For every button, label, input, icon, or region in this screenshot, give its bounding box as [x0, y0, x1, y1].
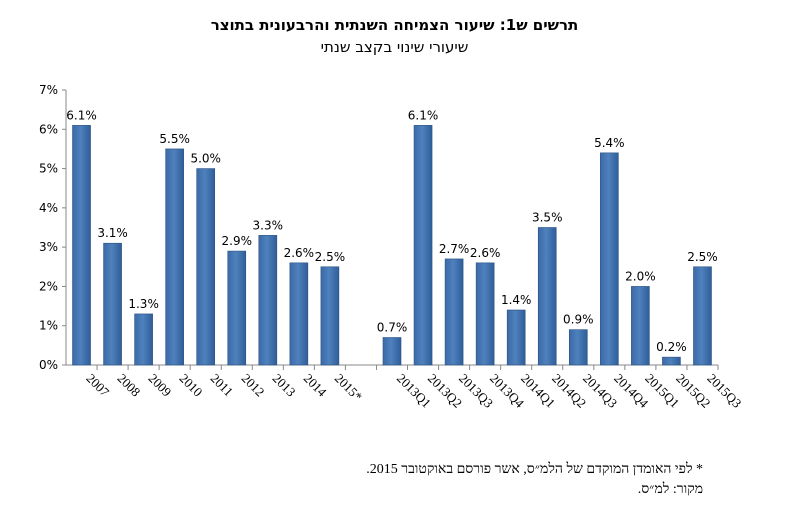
bar: [693, 266, 712, 366]
y-tick-label: 2%: [39, 279, 58, 293]
data-label: 3.5%: [532, 211, 563, 225]
x-tick-label: 2012: [239, 371, 268, 400]
x-tick-label: 2013Q2: [425, 371, 465, 411]
x-tick-label: 2009: [145, 371, 174, 400]
bar: [444, 258, 464, 366]
data-label: 1.4%: [501, 293, 532, 307]
data-label: 6.1%: [408, 108, 439, 122]
source-note: מקור: למ״ס.: [637, 482, 703, 497]
bar: [227, 250, 247, 366]
y-tick-label: 6%: [39, 122, 58, 136]
data-label: 2.5%: [687, 250, 718, 264]
data-label: 2.7%: [439, 242, 470, 256]
x-tick-label: 2014Q1: [518, 371, 558, 411]
bar: [600, 152, 619, 366]
data-label: 2.5%: [315, 250, 346, 264]
x-tick-label: 2014: [301, 371, 330, 400]
x-tick-label: 2008: [114, 371, 143, 400]
data-label: 2.6%: [470, 246, 501, 260]
bar: [258, 235, 278, 366]
data-label: 5.0%: [190, 152, 221, 166]
x-tick-label: 2015*: [332, 371, 366, 405]
data-label: 5.5%: [159, 132, 190, 146]
bar: [196, 168, 216, 366]
y-tick-label: 5%: [39, 162, 58, 176]
y-tick-label: 0%: [39, 358, 58, 372]
bar: [631, 286, 650, 366]
x-tick-label: 2010: [177, 371, 206, 400]
data-label: 2.9%: [222, 234, 253, 248]
bar: [289, 262, 309, 366]
chart-title: תרשים ש1: שיעור הצמיחה השנתית והרבעונית …: [210, 16, 579, 34]
data-label: 6.1%: [66, 108, 97, 122]
x-tick-label: 2015Q2: [673, 371, 713, 411]
data-label: 3.3%: [253, 218, 284, 232]
bar: [134, 313, 153, 366]
bar: [537, 227, 557, 366]
data-label: 2.0%: [625, 269, 656, 283]
y-tick-label: 4%: [39, 201, 58, 215]
footnote: * לפי האומדן המוקדם של הלמ״ס, אשר פורסם …: [366, 462, 703, 477]
data-label: 0.9%: [563, 313, 594, 327]
bar: [382, 337, 402, 366]
x-tick-label: 2013: [270, 371, 299, 400]
x-tick-label: 2011: [208, 371, 237, 400]
bar: [568, 329, 588, 366]
data-label: 1.3%: [128, 297, 159, 311]
bar: [506, 309, 526, 366]
data-label: 2.6%: [284, 246, 315, 260]
bar: [662, 356, 681, 366]
bar: [103, 242, 122, 366]
bar: [413, 125, 433, 366]
data-label: 0.2%: [656, 340, 687, 354]
x-tick-label: 2014Q3: [580, 371, 620, 411]
data-label: 0.7%: [377, 321, 408, 335]
x-tick-label: 2015Q3: [704, 371, 744, 411]
data-label: 3.1%: [97, 226, 128, 240]
bar: [475, 262, 495, 366]
data-label: 5.4%: [594, 136, 625, 150]
x-tick-label: 2007: [83, 371, 112, 400]
chart-subtitle: שיעורי שינוי בקצב שנתי: [320, 38, 469, 56]
y-tick-label: 3%: [39, 240, 58, 254]
y-tick-label: 7%: [39, 83, 58, 97]
bar: [165, 148, 184, 366]
x-tick-label: 2015Q1: [642, 371, 682, 411]
y-tick-label: 1%: [39, 319, 58, 333]
bar: [72, 125, 91, 366]
x-tick-label: 2013Q1: [394, 371, 434, 411]
x-tick-label: 2014Q2: [549, 371, 589, 411]
bar: [320, 266, 340, 366]
x-tick-label: 2013Q3: [456, 371, 496, 411]
